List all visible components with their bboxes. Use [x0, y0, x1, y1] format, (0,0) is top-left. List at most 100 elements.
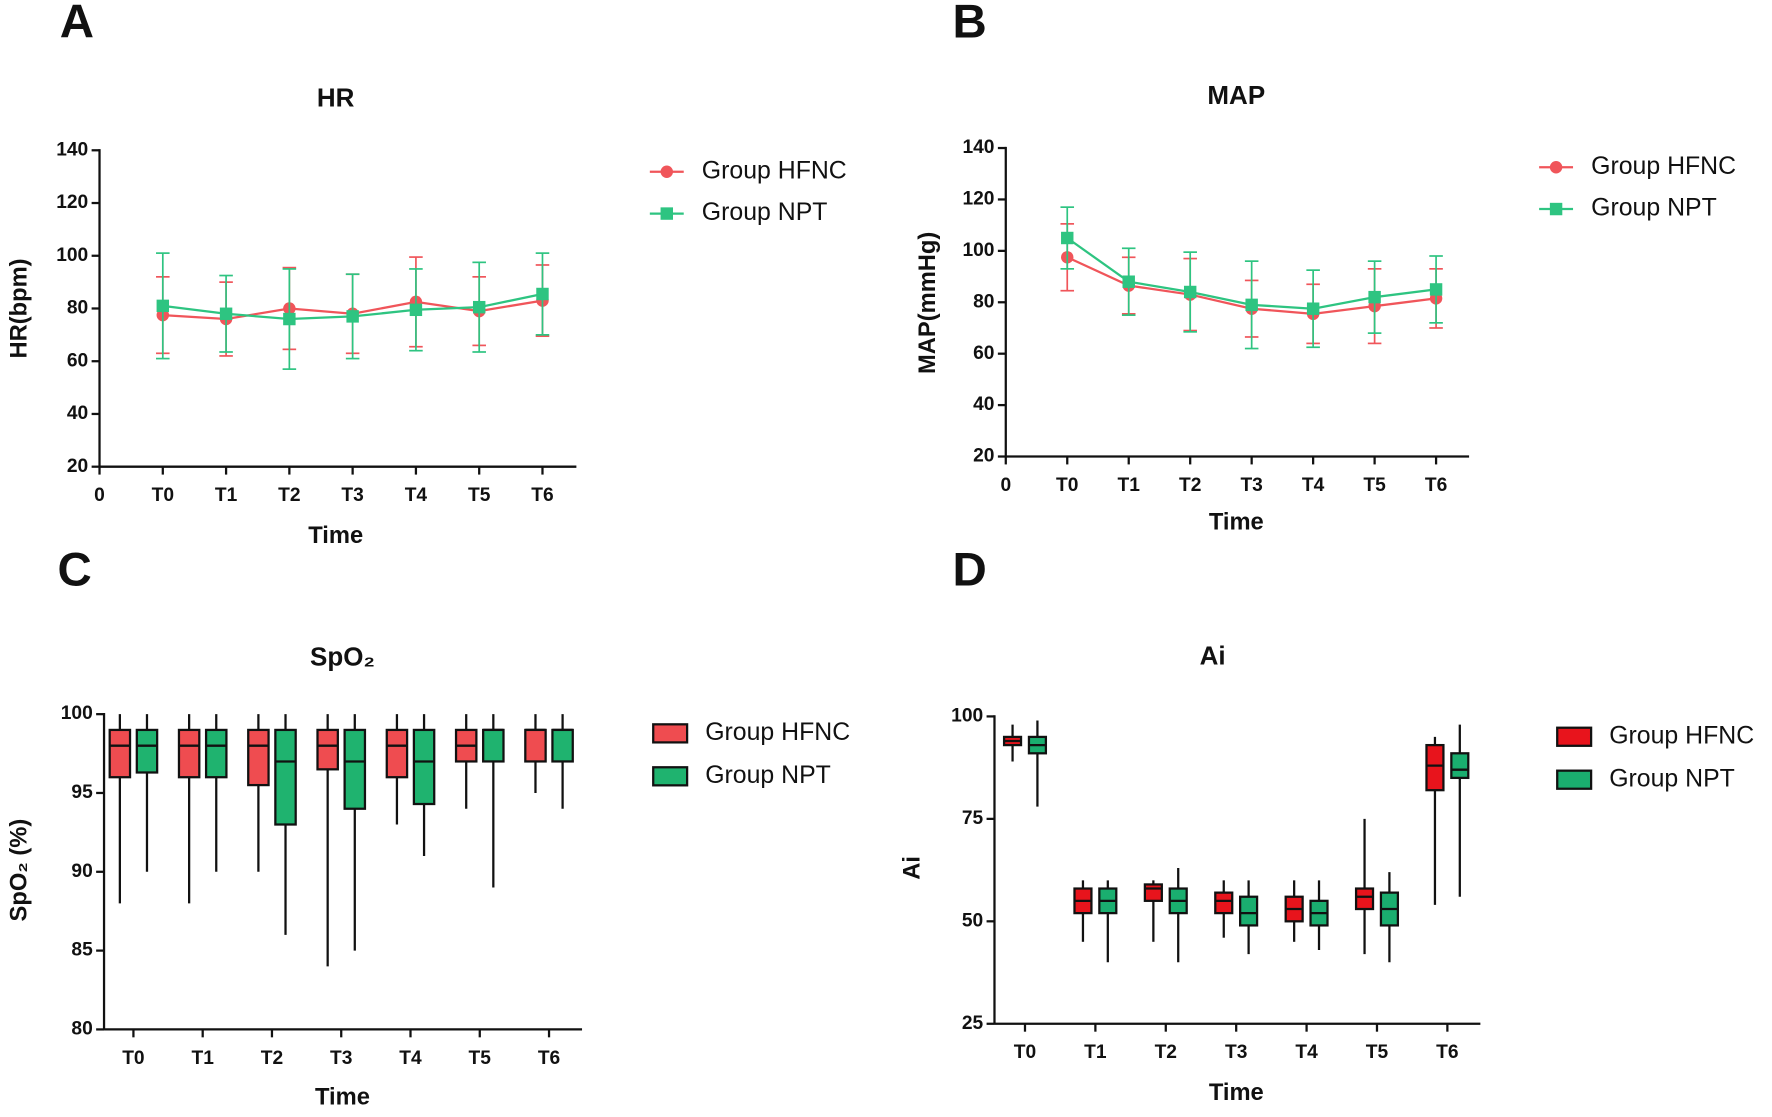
x-tick-label: T6	[1425, 475, 1447, 496]
y-axis-label: SpO₂ (%)	[7, 819, 33, 922]
x-tick-label: T1	[215, 485, 238, 506]
y-tick-label: 95	[71, 782, 93, 803]
point	[1368, 290, 1381, 304]
y-tick-label: 20	[67, 456, 88, 477]
y-tick-label: 40	[67, 403, 88, 424]
x-tick-label: T4	[1295, 1042, 1318, 1063]
panel: C SpO₂ Time SpO₂ (%) 80 85 90 95 100 T0 T1 T2 T3 T4 T5…	[7, 543, 850, 1110]
x-tick-label: T3	[330, 1048, 352, 1069]
x-tick-label: T3	[1240, 475, 1262, 496]
point	[1306, 302, 1320, 315]
y-tick-label: 85	[71, 940, 93, 961]
legend-swatch	[652, 766, 689, 787]
x-axis-label: Time	[315, 1085, 370, 1111]
legend-label: Group HFNC	[702, 157, 847, 184]
x-tick-label: T2	[261, 1048, 283, 1069]
box	[1214, 891, 1234, 915]
x-tick-label: 0	[1000, 475, 1011, 496]
chart-title: HR	[317, 82, 355, 112]
point	[219, 307, 233, 320]
x-tick-label: T2	[1155, 1042, 1177, 1063]
x-tick-label: T0	[1056, 475, 1078, 496]
panel-letter: A	[60, 0, 94, 48]
box	[135, 728, 159, 774]
legend-marker	[1549, 161, 1563, 174]
box	[204, 728, 228, 779]
box	[316, 728, 339, 771]
x-tick-label: T5	[469, 1048, 492, 1069]
x-axis-label: Time	[1209, 509, 1264, 535]
legend-label: Group NPT	[1591, 195, 1717, 222]
y-tick-label: 50	[962, 910, 983, 931]
y-tick-label: 80	[973, 291, 994, 312]
chart-title: Ai	[1200, 641, 1226, 671]
box	[385, 728, 409, 779]
box	[274, 728, 297, 826]
y-tick-label: 40	[973, 394, 994, 415]
x-tick-label: T5	[1363, 475, 1386, 496]
x-tick-label: T0	[122, 1048, 144, 1069]
box	[177, 728, 201, 779]
box	[247, 728, 270, 787]
point	[1429, 283, 1443, 296]
point	[346, 310, 359, 323]
x-axis-label: Time	[308, 523, 363, 549]
y-tick-label: 140	[962, 137, 994, 158]
x-axis-label: Time	[1209, 1080, 1264, 1106]
point	[1061, 231, 1074, 245]
point	[536, 287, 549, 301]
point	[472, 300, 486, 314]
x-tick-label: T0	[1014, 1042, 1036, 1063]
box	[1450, 752, 1470, 780]
box	[1143, 883, 1163, 902]
x-tick-label: T1	[191, 1048, 214, 1069]
x-tick-label: T2	[278, 485, 300, 506]
legend-swatch	[1556, 769, 1593, 790]
point	[283, 312, 296, 326]
legend-label: Group HFNC	[705, 719, 850, 746]
x-tick-label: T1	[1118, 475, 1141, 496]
legend-marker	[660, 207, 673, 220]
point	[156, 299, 170, 313]
y-tick-label: 25	[962, 1013, 984, 1034]
y-tick-label: 75	[962, 808, 984, 829]
y-tick-label: 100	[951, 705, 983, 726]
panel: A HR Time HR(bpm) 20 40 60 80 100 120 140 0 T0 T1 T2 T3…	[7, 0, 847, 549]
panel-letter: B	[952, 0, 986, 48]
x-tick-label: T1	[1084, 1042, 1107, 1063]
x-tick-label: T3	[341, 485, 363, 506]
y-tick-label: 20	[973, 446, 994, 467]
x-tick-label: T4	[405, 485, 428, 506]
x-tick-label: 0	[94, 485, 105, 506]
legend-marker	[660, 165, 673, 178]
box	[343, 728, 367, 810]
x-tick-label: T2	[1179, 475, 1201, 496]
x-tick-label: T6	[538, 1048, 560, 1069]
legend-swatch	[652, 723, 689, 744]
x-tick-label: T5	[1366, 1042, 1389, 1063]
box	[524, 728, 547, 763]
chart-title: MAP	[1207, 80, 1265, 110]
panel-letter: C	[58, 543, 92, 596]
point	[409, 303, 423, 317]
y-tick-label: 120	[962, 189, 994, 210]
box	[482, 728, 505, 763]
y-tick-label: 140	[56, 139, 88, 160]
legend-label: Group HFNC	[1591, 153, 1736, 180]
panel: D Ai Time Ai 25 50 75 100 T0 T1 T2 T3 T4 T5 T6 Group HF…	[899, 543, 1754, 1106]
point	[1245, 298, 1258, 312]
legend-label: Group NPT	[705, 762, 831, 789]
legend-label: Group HFNC	[1609, 722, 1754, 749]
y-axis-label: Ai	[899, 856, 925, 880]
box	[1425, 743, 1445, 792]
y-tick-label: 90	[71, 861, 92, 882]
box	[1354, 887, 1375, 911]
x-tick-label: T3	[1225, 1042, 1247, 1063]
legend-marker	[1549, 202, 1563, 216]
legend-swatch	[1556, 726, 1593, 747]
y-tick-label: 100	[56, 245, 88, 266]
legend-label: Group NPT	[1609, 765, 1735, 792]
y-tick-label: 80	[67, 298, 88, 319]
